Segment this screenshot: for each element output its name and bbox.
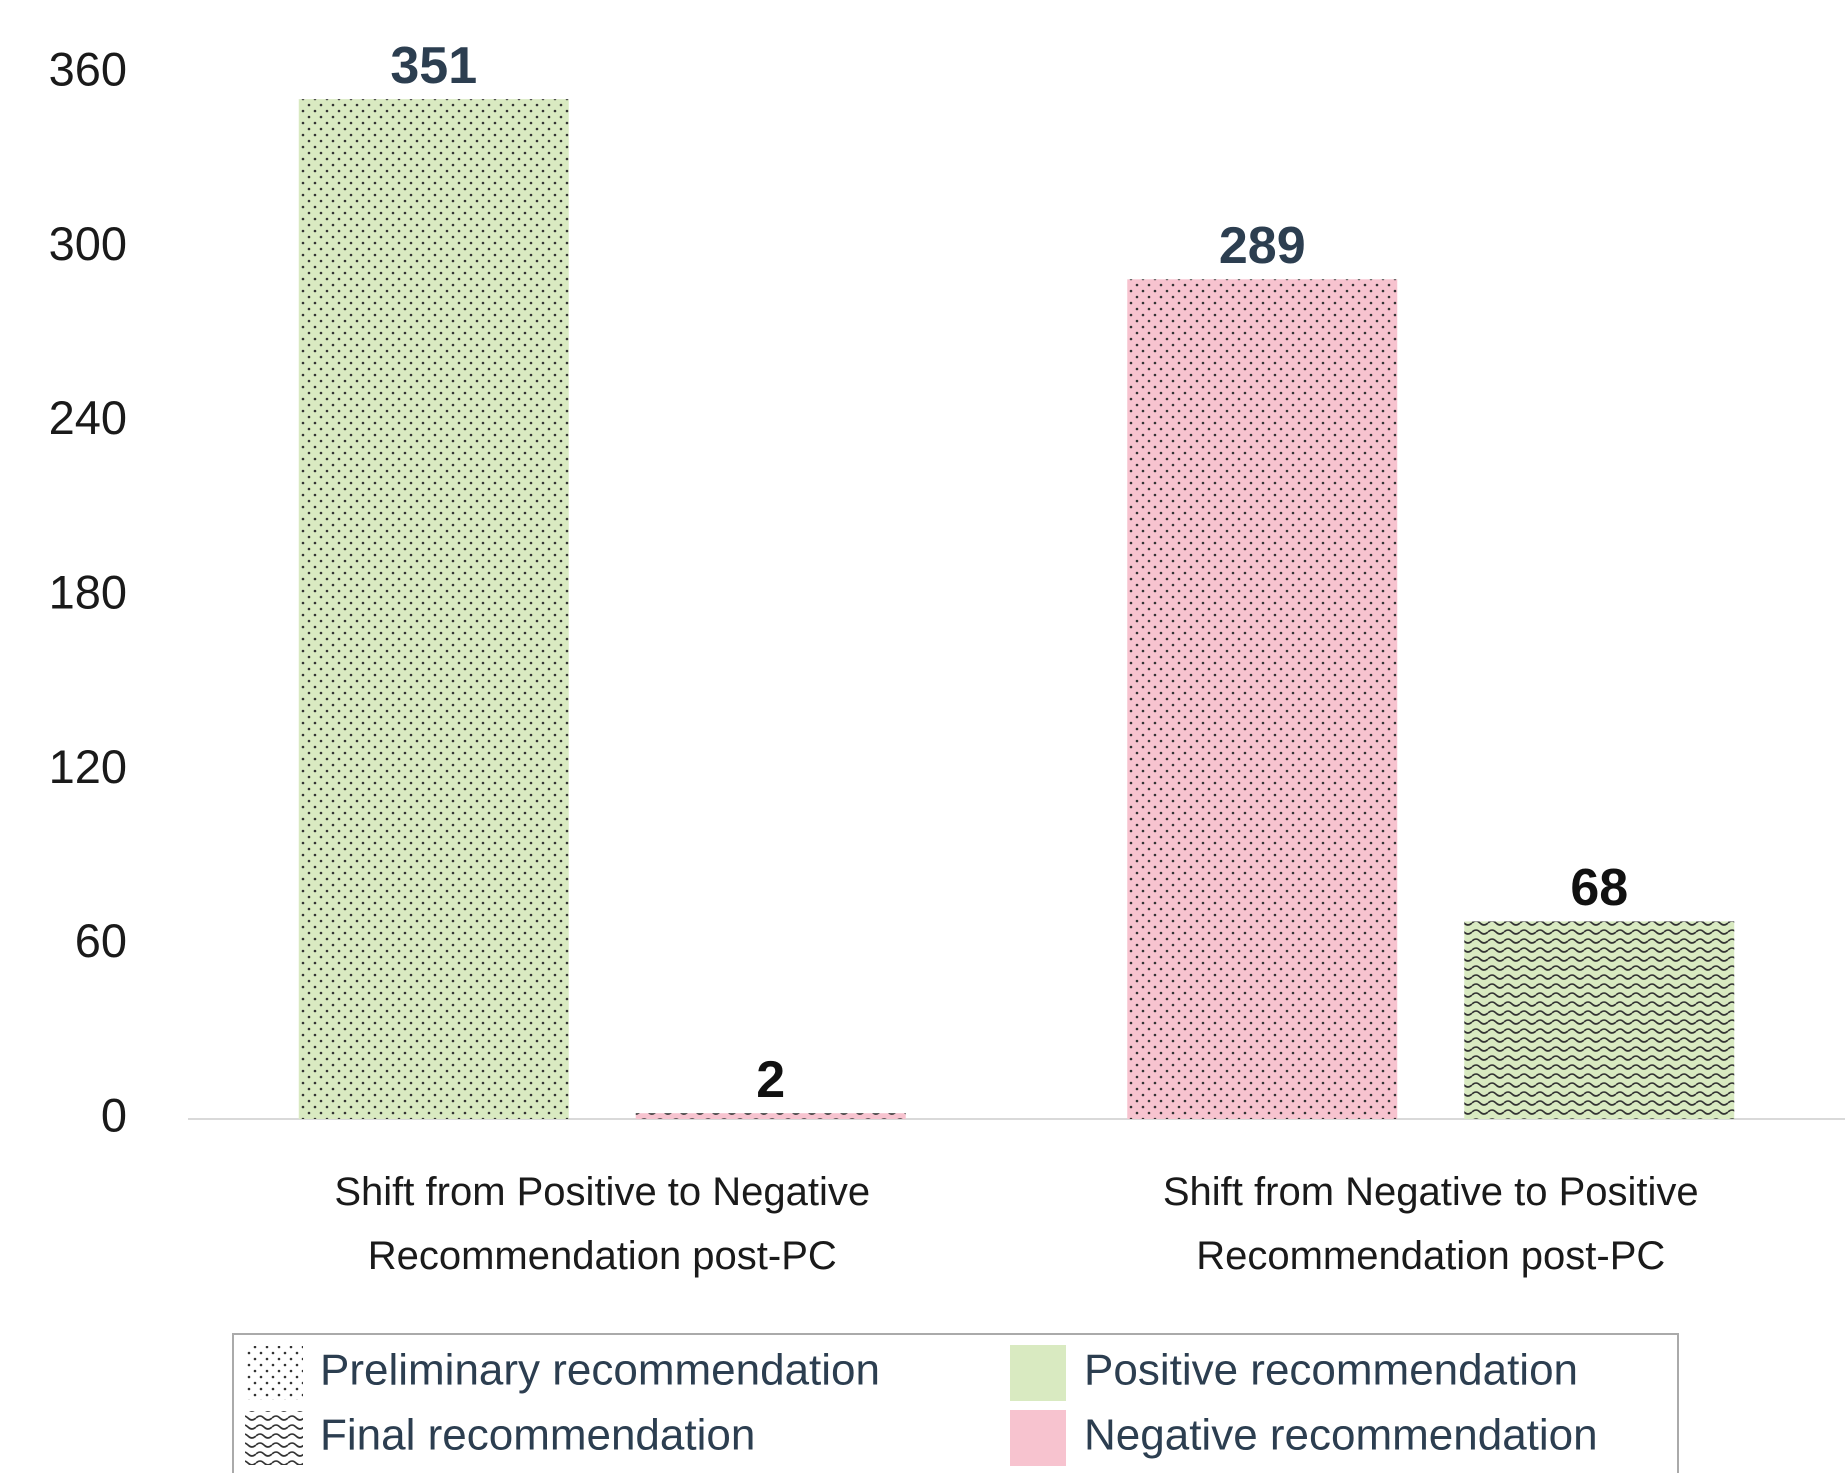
y-tick-label: 120 — [49, 740, 127, 793]
x-tick-label: Shift from Positive to Negative Recommen… — [334, 1170, 871, 1278]
bar — [635, 1113, 906, 1119]
legend-label: Positive recommendation — [1084, 1346, 1578, 1395]
legend-label: Negative recommendation — [1084, 1411, 1598, 1460]
data-label: 289 — [1219, 217, 1306, 275]
data-label: 2 — [756, 1051, 785, 1109]
legend-swatch — [245, 1346, 303, 1400]
y-tick-label: 60 — [75, 914, 127, 967]
data-label: 68 — [1570, 859, 1628, 917]
legend-swatch — [245, 1411, 303, 1465]
bar — [298, 99, 569, 1119]
y-tick-label: 180 — [49, 565, 127, 618]
y-tick-label: 360 — [49, 42, 127, 95]
legend-swatch — [1010, 1345, 1066, 1401]
legend-label: Preliminary recommendation — [320, 1346, 880, 1395]
legend-swatch — [1010, 1410, 1066, 1466]
legend-box — [232, 1333, 1679, 1473]
y-tick-label: 0 — [101, 1088, 127, 1141]
x-tick-label: Shift from Negative to Positive Recommen… — [1162, 1170, 1699, 1278]
y-tick-label: 240 — [49, 391, 127, 444]
legend-label: Final recommendation — [320, 1411, 755, 1460]
bar — [1464, 921, 1735, 1119]
bar — [1127, 279, 1398, 1119]
y-tick-label: 300 — [49, 217, 127, 270]
data-label: 351 — [390, 37, 477, 95]
